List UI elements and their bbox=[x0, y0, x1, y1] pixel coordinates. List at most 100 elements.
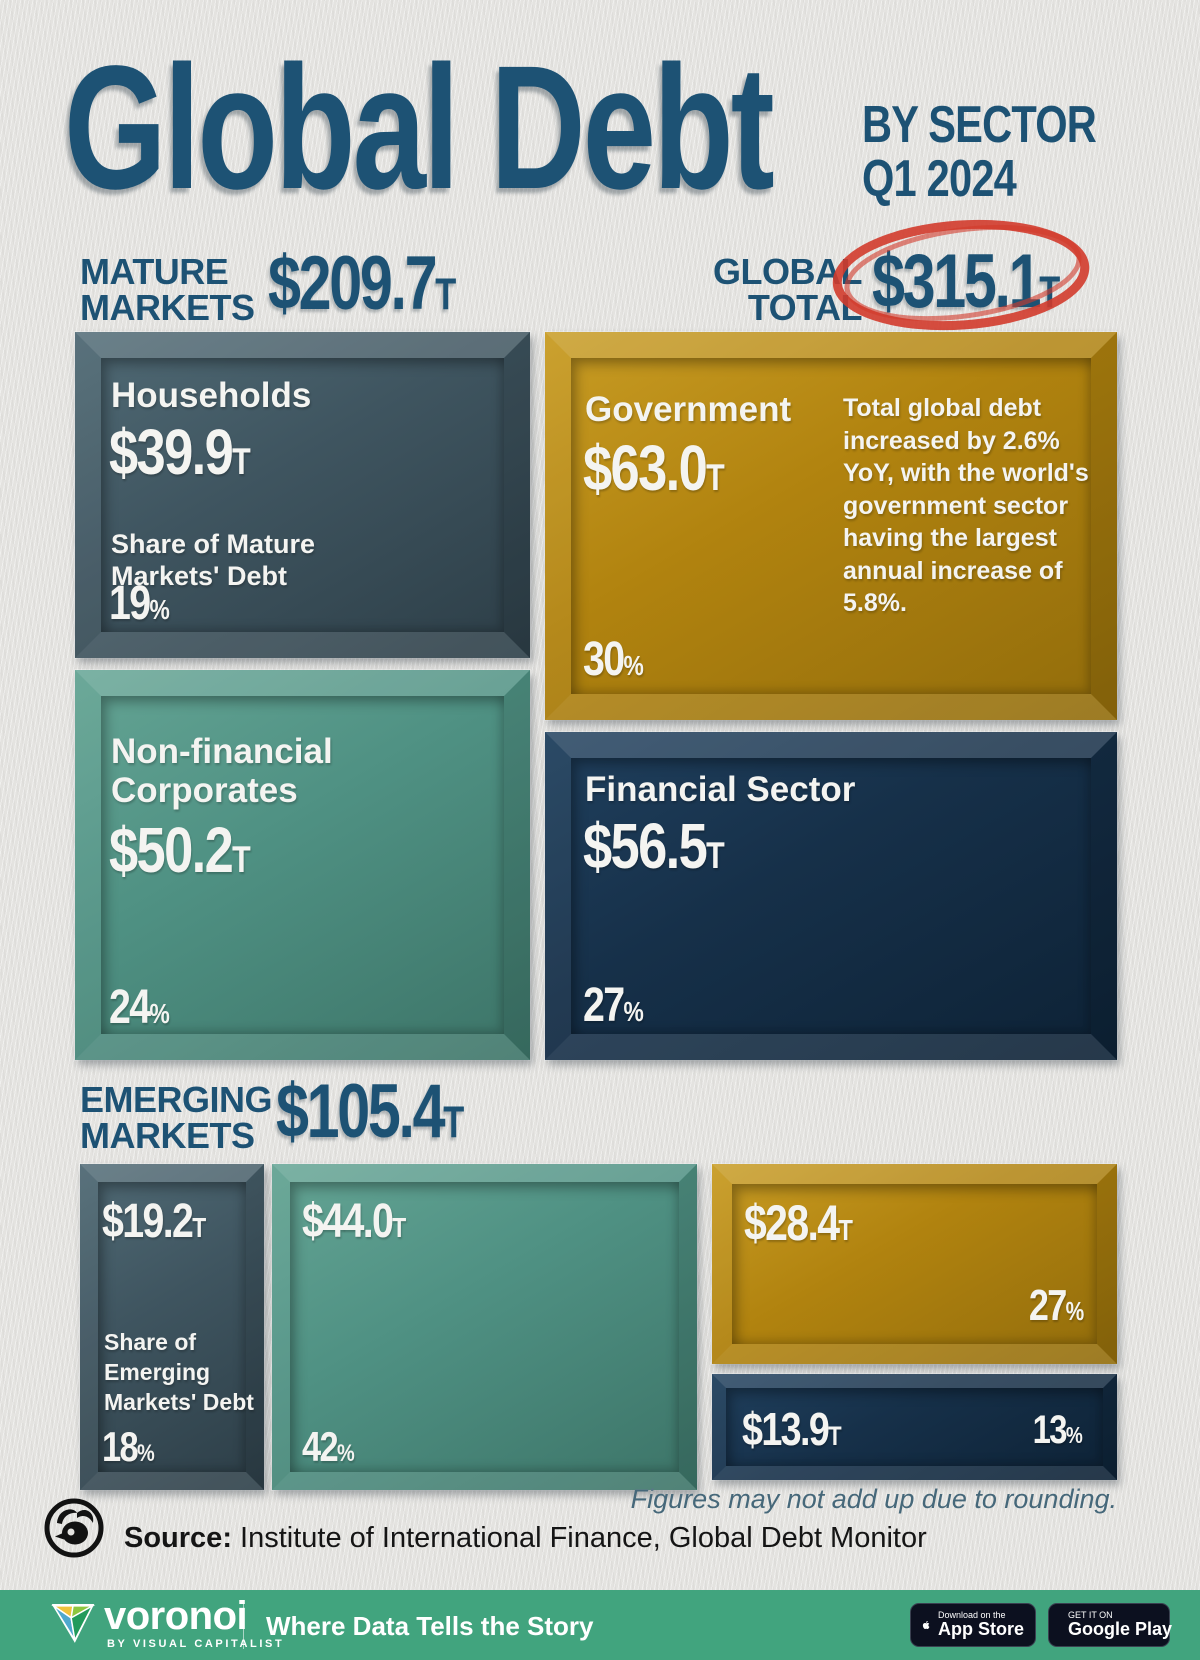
rounding-footnote: Figures may not add up due to rounding. bbox=[630, 1484, 1117, 1514]
cell-percent: 27% bbox=[583, 982, 655, 1030]
mature-markets-label: MATURE MARKETS bbox=[80, 254, 255, 326]
cell-value: $56.5T bbox=[583, 814, 754, 878]
percent-number: 27 bbox=[1029, 1281, 1067, 1330]
percent-number: 13 bbox=[1032, 1408, 1068, 1452]
percent-sign: % bbox=[149, 594, 170, 625]
treemap-cell-emerging-nonfinancial: $44.0T 42% bbox=[272, 1164, 697, 1490]
google-play-line1: GET IT ON bbox=[1068, 1609, 1113, 1620]
value-number: $44.0 bbox=[302, 1195, 394, 1248]
cell-name: Households bbox=[111, 376, 312, 415]
source-row: Source: Institute of International Finan… bbox=[42, 1496, 942, 1566]
voronoi-byline: BY VISUAL CAPITALIST bbox=[107, 1638, 285, 1650]
trillion-suffix: T bbox=[443, 1098, 464, 1147]
treemap-cell-emerging-government: $28.4T 27% bbox=[712, 1164, 1117, 1364]
cell-percent: 42% bbox=[302, 1426, 364, 1468]
source-value: Institute of International Finance, Glob… bbox=[240, 1522, 927, 1554]
cell-value: $19.2T bbox=[102, 1198, 227, 1246]
trillion-suffix: T bbox=[232, 440, 251, 482]
share-label: Share of Mature Markets' Debt bbox=[111, 529, 316, 592]
page-title: Global Debt bbox=[64, 30, 775, 226]
share-label: Share of Emerging Markets' Debt bbox=[104, 1329, 254, 1415]
value-number: $13.9 bbox=[742, 1403, 830, 1455]
cell-name: Financial Sector bbox=[585, 770, 856, 809]
emerging-label-line2: MARKETS bbox=[80, 1115, 255, 1156]
visual-capitalist-bird-icon bbox=[44, 1498, 104, 1558]
treemap-cell-emerging-financial: $13.9T 13% bbox=[712, 1374, 1117, 1480]
percent-sign: % bbox=[337, 1440, 355, 1467]
value-number: $50.2 bbox=[109, 814, 234, 886]
trillion-suffix: T bbox=[706, 456, 725, 498]
mature-label-line1: MATURE bbox=[80, 251, 229, 292]
percent-sign: % bbox=[137, 1440, 155, 1467]
percent-sign: % bbox=[1065, 1422, 1083, 1448]
trillion-suffix: T bbox=[232, 838, 251, 880]
treemap-cell-mature-households: Households $39.9T Share of Mature Market… bbox=[75, 332, 530, 658]
cell-value: $13.9T bbox=[742, 1406, 861, 1452]
percent-number: 30 bbox=[583, 633, 625, 686]
trillion-suffix: T bbox=[192, 1212, 206, 1243]
cell-value: $39.9T bbox=[109, 420, 280, 484]
cell-name: Government bbox=[585, 390, 792, 429]
trillion-suffix: T bbox=[435, 270, 456, 319]
trillion-suffix: T bbox=[828, 1421, 841, 1451]
percent-sign: % bbox=[1066, 1298, 1085, 1326]
subtitle-line1: BY SECTOR bbox=[862, 96, 1097, 154]
treemap-cell-mature-government: Government $63.0T Total global debt incr… bbox=[545, 332, 1117, 720]
mature-markets-total: $209.7T bbox=[268, 246, 506, 322]
emerging-total-number: $105.4 bbox=[276, 1069, 446, 1154]
voronoi-brand[interactable]: voronoi bbox=[104, 1594, 248, 1638]
trillion-suffix: T bbox=[838, 1215, 853, 1247]
footer-tagline: Where Data Tells the Story bbox=[266, 1611, 594, 1641]
cell-value: $28.4T bbox=[744, 1198, 875, 1248]
subtitle-line2: Q1 2024 bbox=[862, 150, 1017, 209]
cell-percent: 19% bbox=[109, 580, 181, 628]
footer-bar: voronoi BY VISUAL CAPITALIST Where Data … bbox=[0, 1590, 1200, 1660]
emerging-markets-label: EMERGING MARKETS bbox=[80, 1079, 273, 1156]
google-play-line2: Google Play bbox=[1068, 1619, 1173, 1640]
percent-number: 24 bbox=[109, 981, 151, 1034]
mature-total-number: $209.7 bbox=[268, 241, 438, 326]
value-number: $63.0 bbox=[583, 432, 708, 504]
percent-sign: % bbox=[149, 998, 170, 1029]
app-store-line1: Download on the bbox=[937, 1609, 1006, 1620]
emerging-label-line1: EMERGING bbox=[80, 1079, 273, 1120]
percent-number: 42 bbox=[302, 1423, 339, 1470]
cell-name: Non-financial Corporates bbox=[111, 732, 333, 811]
google-play-badge[interactable]: GET IT ON Google Play bbox=[1048, 1603, 1173, 1647]
value-number: $39.9 bbox=[109, 416, 234, 488]
footer-divider bbox=[243, 1601, 244, 1649]
cell-percent: 24% bbox=[109, 984, 181, 1032]
page-subtitle: BY SECTOR Q1 2024 bbox=[862, 98, 1155, 206]
value-number: $56.5 bbox=[583, 810, 708, 882]
cell-value: $44.0T bbox=[302, 1198, 427, 1246]
value-number: $28.4 bbox=[744, 1195, 840, 1251]
cell-value: $50.2T bbox=[109, 818, 280, 882]
cell-percent: 13% bbox=[1022, 1408, 1083, 1452]
percent-number: 27 bbox=[583, 979, 625, 1032]
source-label: Source: bbox=[124, 1522, 232, 1554]
app-store-badge[interactable]: Download on the App Store bbox=[910, 1603, 1036, 1647]
treemap-cell-mature-nonfinancial: Non-financial Corporates $50.2T 24% bbox=[75, 670, 530, 1060]
source-text: Source: Institute of International Finan… bbox=[124, 1522, 927, 1555]
value-number: $19.2 bbox=[102, 1195, 194, 1248]
app-store-line2: App Store bbox=[937, 1619, 1024, 1640]
percent-sign: % bbox=[623, 996, 644, 1027]
mature-label-line2: MARKETS bbox=[80, 287, 255, 328]
red-circle-annotation-icon bbox=[832, 219, 1090, 331]
government-annotation: Total global debt increased by 2.6% YoY,… bbox=[843, 394, 1089, 617]
percent-number: 19 bbox=[109, 577, 151, 630]
trillion-suffix: T bbox=[706, 834, 725, 876]
cell-percent: 18% bbox=[102, 1426, 164, 1468]
cell-percent: 27% bbox=[1017, 1281, 1085, 1330]
cell-percent: 30% bbox=[583, 636, 655, 684]
treemap-cell-emerging-households: $19.2T Share of Emerging Markets' Debt 1… bbox=[80, 1164, 264, 1490]
apple-icon bbox=[922, 1620, 930, 1630]
treemap-cell-mature-financial: Financial Sector $56.5T 27% bbox=[545, 732, 1117, 1060]
percent-number: 18 bbox=[102, 1423, 139, 1470]
cell-value: $63.0T bbox=[583, 436, 754, 500]
percent-sign: % bbox=[623, 650, 644, 681]
emerging-markets-total: $105.4T bbox=[276, 1074, 514, 1150]
trillion-suffix: T bbox=[392, 1212, 406, 1243]
voronoi-logo-icon bbox=[51, 1603, 96, 1643]
